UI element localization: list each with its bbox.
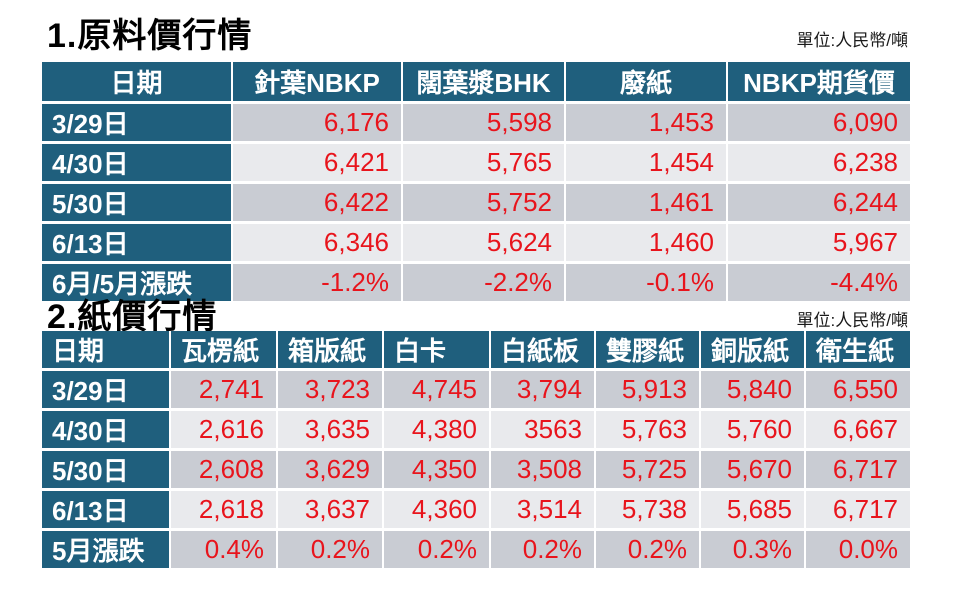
column-header: 針葉NBKP	[231, 62, 403, 104]
price-value: 6,176	[231, 100, 403, 144]
column-header: 雙膠紙	[594, 331, 701, 371]
section1-unit-label: 單位:人民幣/噸	[796, 31, 908, 50]
price-value: 3,635	[276, 408, 384, 451]
price-value: 3,514	[489, 488, 596, 531]
price-value: 1,461	[564, 180, 728, 224]
column-header: 瓦楞紙	[169, 331, 278, 371]
price-value: 5,624	[401, 220, 566, 264]
price-value: 6,717	[804, 448, 910, 491]
header-row: 日期 針葉NBKP 闊葉漿BHK 廢紙 NBKP期貨價	[42, 62, 910, 104]
price-value: 3,794	[489, 368, 596, 411]
price-value: 6,422	[231, 180, 403, 224]
row-date-label: 3/29日	[42, 368, 171, 411]
price-value: 4,350	[382, 448, 491, 491]
section2-title: 2.紙價行情	[47, 298, 218, 336]
column-header: 箱版紙	[276, 331, 384, 371]
price-value: 2,616	[169, 408, 278, 451]
price-value: 0.2%	[594, 528, 701, 568]
price-value: 6,244	[726, 180, 910, 224]
price-value: 5,967	[726, 220, 910, 264]
section1-title: 1.原料價行情	[47, 17, 253, 55]
price-value: 5,670	[699, 448, 806, 491]
price-value: 6,667	[804, 408, 910, 451]
price-value: 2,608	[169, 448, 278, 491]
price-value: 6,238	[726, 140, 910, 184]
price-value: 0.3%	[699, 528, 806, 568]
price-value: 0.4%	[169, 528, 278, 568]
table-row: 4/30日 2,616 3,635 4,380 3563 5,763 5,760 6,667	[42, 408, 910, 451]
row-date-label: 6/13日	[42, 220, 233, 264]
column-header: 銅版紙	[699, 331, 806, 371]
price-value: 2,618	[169, 488, 278, 531]
price-value: -0.1%	[564, 260, 728, 301]
price-value: 2,741	[169, 368, 278, 411]
price-value: 1,454	[564, 140, 728, 184]
price-value: 3563	[489, 408, 596, 451]
row-date-label: 6月/5月漲跌	[42, 260, 233, 301]
raw-material-price-table: 日期 針葉NBKP 闊葉漿BHK 廢紙 NBKP期貨價 3/29日 6,176 5,598 1,…	[42, 62, 910, 301]
table-row: 4/30日 6,421 5,765 1,454 6,238	[42, 140, 910, 184]
price-value: 5,598	[401, 100, 566, 144]
column-header: NBKP期貨價	[726, 62, 910, 104]
column-header: 衛生紙	[804, 331, 910, 371]
price-value: 5,765	[401, 140, 566, 184]
row-date-label: 4/30日	[42, 140, 233, 184]
price-value: 5,738	[594, 488, 701, 531]
column-header-date: 日期	[42, 331, 171, 371]
price-value: 5,760	[699, 408, 806, 451]
price-value: 5,840	[699, 368, 806, 411]
column-header: 闊葉漿BHK	[401, 62, 566, 104]
row-date-label: 3/29日	[42, 100, 233, 144]
row-date-label: 5/30日	[42, 448, 171, 491]
table-row: 5月漲跌 0.4% 0.2% 0.2% 0.2% 0.2% 0.3% 0.0%	[42, 528, 910, 568]
table-row: 5/30日 2,608 3,629 4,350 3,508 5,725 5,670 6,717	[42, 448, 910, 491]
price-value: 0.0%	[804, 528, 910, 568]
column-header-date: 日期	[42, 62, 233, 104]
price-value: 3,637	[276, 488, 384, 531]
price-value: -2.2%	[401, 260, 566, 301]
price-value: 4,380	[382, 408, 491, 451]
price-value: 6,421	[231, 140, 403, 184]
price-value: 1,460	[564, 220, 728, 264]
row-date-label: 5月漲跌	[42, 528, 171, 568]
price-value: 5,725	[594, 448, 701, 491]
price-value: 4,745	[382, 368, 491, 411]
price-value: 4,360	[382, 488, 491, 531]
price-value: 6,550	[804, 368, 910, 411]
table-row: 5/30日 6,422 5,752 1,461 6,244	[42, 180, 910, 224]
price-value: 5,685	[699, 488, 806, 531]
table-row: 3/29日 2,741 3,723 4,745 3,794 5,913 5,840 6,550	[42, 368, 910, 411]
price-value: 0.2%	[489, 528, 596, 568]
price-value: 5,752	[401, 180, 566, 224]
price-value: 6,346	[231, 220, 403, 264]
price-value: 6,717	[804, 488, 910, 531]
row-date-label: 6/13日	[42, 488, 171, 531]
table-row: 6/13日 6,346 5,624 1,460 5,967	[42, 220, 910, 264]
column-header: 廢紙	[564, 62, 728, 104]
price-value: 0.2%	[276, 528, 384, 568]
price-value: -4.4%	[726, 260, 910, 301]
row-date-label: 5/30日	[42, 180, 233, 224]
price-value: 3,508	[489, 448, 596, 491]
row-date-label: 4/30日	[42, 408, 171, 451]
paper-price-table: 日期 瓦楞紙 箱版紙 白卡 白紙板 雙膠紙 銅版紙 衛生紙 3/29日 2,741 3,723 4,7…	[42, 331, 910, 568]
section2-unit-label: 單位:人民幣/噸	[796, 311, 908, 330]
table-row: 6/13日 2,618 3,637 4,360 3,514 5,738 5,685 6,717	[42, 488, 910, 531]
table-row: 3/29日 6,176 5,598 1,453 6,090	[42, 100, 910, 144]
price-value: 5,913	[594, 368, 701, 411]
header-row: 日期 瓦楞紙 箱版紙 白卡 白紙板 雙膠紙 銅版紙 衛生紙	[42, 331, 910, 371]
price-value: 3,629	[276, 448, 384, 491]
price-value: 5,763	[594, 408, 701, 451]
price-value: 3,723	[276, 368, 384, 411]
table-row: 6月/5月漲跌 -1.2% -2.2% -0.1% -4.4%	[42, 260, 910, 301]
price-value: 1,453	[564, 100, 728, 144]
price-value: 0.2%	[382, 528, 491, 568]
column-header: 白卡	[382, 331, 491, 371]
column-header: 白紙板	[489, 331, 596, 371]
price-value: 6,090	[726, 100, 910, 144]
price-value: -1.2%	[231, 260, 403, 301]
